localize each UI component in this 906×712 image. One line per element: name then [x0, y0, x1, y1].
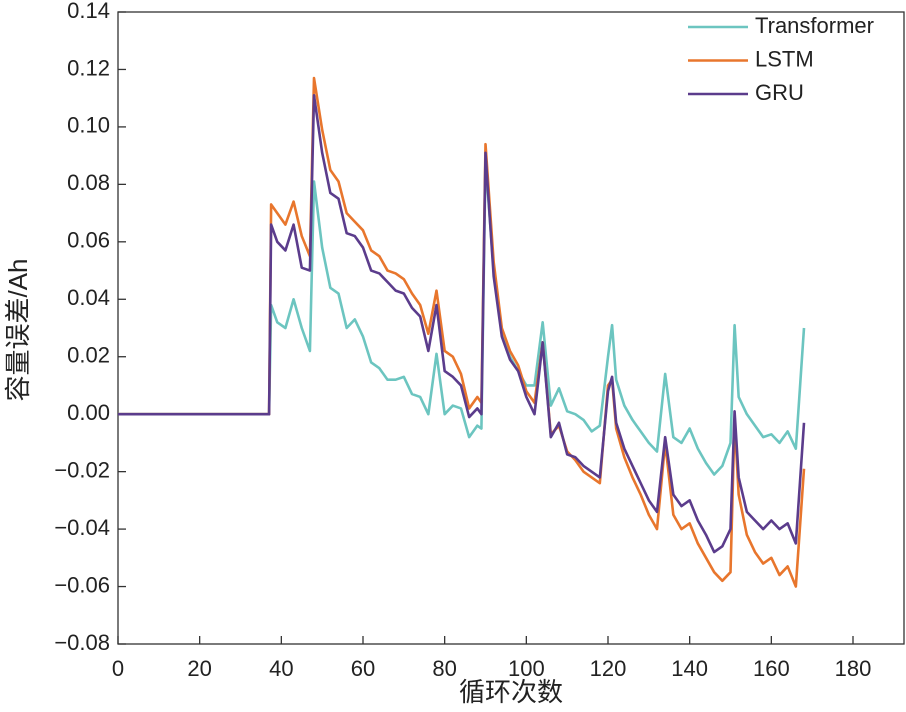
y-axis-label: 容量误差/Ah: [3, 258, 33, 401]
x-tick-label: 20: [187, 656, 211, 681]
x-tick-label: 80: [432, 656, 456, 681]
y-tick-label: 0.08: [67, 170, 110, 195]
y-tick-label: −0.06: [54, 572, 110, 597]
y-tick-label: 0.10: [67, 113, 110, 138]
x-tick-label: 0: [112, 656, 124, 681]
legend-label: GRU: [755, 80, 804, 105]
y-tick-label: 0.04: [67, 285, 110, 310]
x-tick-label: 100: [508, 656, 545, 681]
y-tick-label: 0.02: [67, 343, 110, 368]
x-axis-label: 循环次数: [459, 677, 563, 707]
y-tick-label: 0.06: [67, 228, 110, 253]
x-tick-label: 60: [351, 656, 375, 681]
line-series: [118, 76, 806, 588]
y-tick-label: −0.02: [54, 457, 110, 482]
y-tick-label: −0.04: [54, 515, 110, 540]
y-tick-label: −0.08: [54, 630, 110, 655]
y-tick-label: 0.14: [67, 0, 110, 23]
legend-label: Transformer: [755, 13, 874, 38]
line-series: [118, 160, 806, 476]
y-tick-label: 0.12: [67, 55, 110, 80]
line-series: [118, 94, 806, 554]
legend-label: LSTM: [755, 46, 814, 71]
x-tick-label: 160: [753, 656, 790, 681]
x-tick-label: 120: [590, 656, 627, 681]
x-tick-label: 40: [269, 656, 293, 681]
x-tick-label: 140: [671, 656, 708, 681]
x-tick-label: 180: [835, 656, 872, 681]
plot-frame: [117, 11, 905, 645]
y-tick-label: 0.00: [67, 400, 110, 425]
